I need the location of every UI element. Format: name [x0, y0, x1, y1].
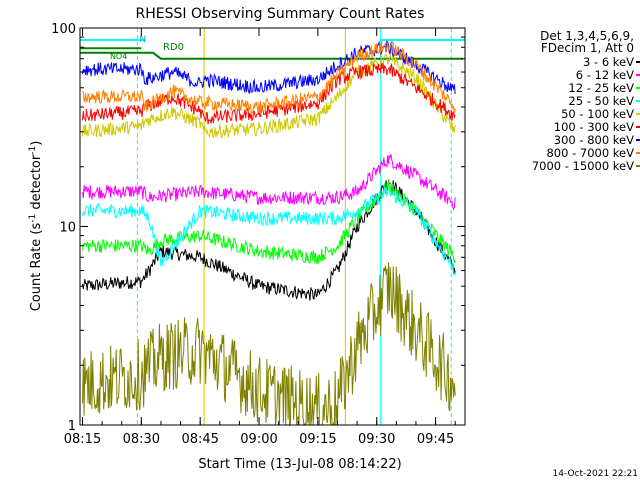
- x-tick-label-2: 08:30: [123, 432, 160, 447]
- footer-date: 14-Oct-2021 22:21: [553, 469, 638, 479]
- legend-header-line-2: FDecim 1, Att 0: [541, 41, 634, 55]
- legend-entry-label-1: 3 - 6 keV: [583, 55, 634, 69]
- legend: Det 1,3,4,5,6,9, FDecim 1, Att 0 3 - 6 k…: [532, 29, 640, 173]
- series-line-8: [82, 40, 456, 114]
- legend-header-line-1: Det 1,3,4,5,6,9,: [540, 29, 634, 43]
- y-axis-label: Count Rate (s-1 detector-1): [28, 141, 44, 312]
- x-tick-label-3: 08:45: [181, 432, 218, 447]
- y-tick-label-1: 1: [68, 419, 76, 434]
- legend-entry-label-5: 50 - 100 keV: [561, 107, 634, 121]
- x-tick-label-7: 09:45: [417, 432, 454, 447]
- x-axis-label: Start Time (13-Jul-08 08:14:22): [198, 457, 401, 472]
- legend-entry-label-6: 100 - 300 keV: [554, 120, 634, 134]
- flag-line-rd0: [80, 51, 463, 60]
- legend-entry-label-7: 300 - 800 keV: [554, 133, 634, 147]
- series-line-1: [82, 180, 456, 301]
- flag-label-rd0: RD0: [163, 42, 184, 53]
- x-tick-label-1: 08:15: [64, 432, 101, 447]
- y-axis: 1 10 100: [51, 22, 465, 434]
- flag-label-no4: NO4: [110, 52, 127, 61]
- x-tick-label-6: 09:30: [358, 432, 395, 447]
- legend-entry-label-9: 7000 - 15000 keV: [532, 159, 634, 173]
- x-tick-label-5: 09:15: [299, 432, 336, 447]
- legend-entry-label-4: 25 - 50 keV: [568, 94, 634, 108]
- series-line-2: [82, 154, 456, 211]
- y-tick-label-3: 100: [51, 22, 76, 37]
- x-axis: 08:15 08:30 08:45 09:00 09:15 09:30 09:45: [64, 28, 456, 447]
- series-line-7: [82, 40, 456, 95]
- y-tick-label-2: 10: [59, 221, 76, 236]
- x-tick-label-4: 09:00: [240, 432, 277, 447]
- series-line-4: [82, 187, 456, 277]
- plot-area: RD0 N NO4: [80, 28, 465, 427]
- series-line-3: [82, 179, 456, 265]
- legend-entry-label-3: 12 - 25 keV: [568, 81, 634, 95]
- legend-entry-label-8: 800 - 7000 keV: [546, 146, 634, 160]
- legend-entry-label-2: 6 - 12 keV: [576, 68, 634, 82]
- chart-title: RHESSI Observing Summary Count Rates: [136, 6, 425, 22]
- series-line-9: [82, 262, 456, 427]
- flag-label-n: N: [139, 35, 146, 45]
